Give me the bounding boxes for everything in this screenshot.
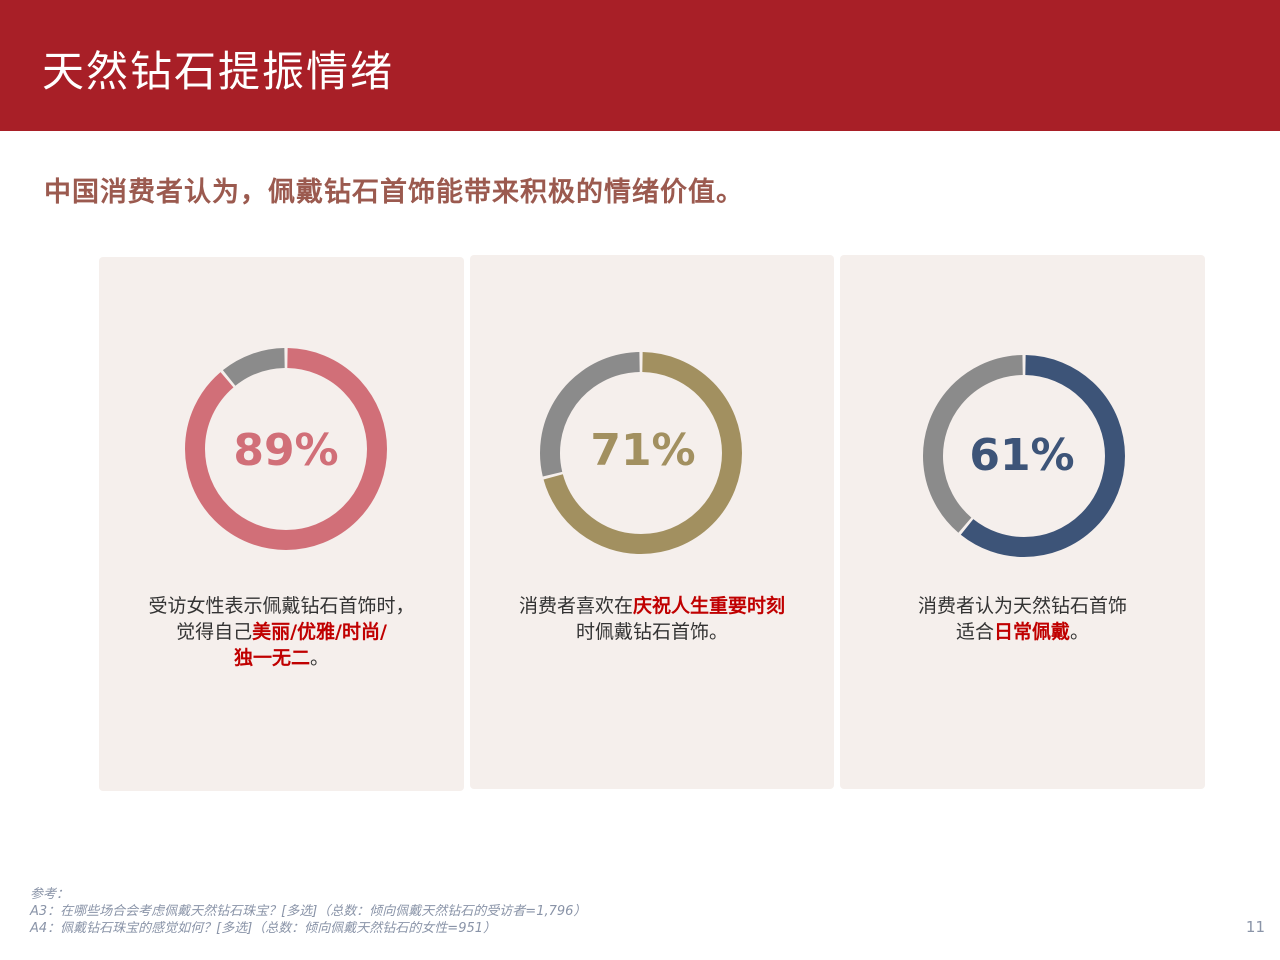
caption-3-line1: 消费者认为天然钻石首饰 (917, 595, 1127, 617)
caption-3-line2-end: 。 (1070, 621, 1090, 643)
caption-2-line2: 时佩戴钻石首饰。 (575, 621, 728, 643)
footnote-heading: 参考： (30, 887, 70, 902)
donut-value-2 (540, 352, 742, 554)
donut-label-1: 89% (233, 425, 338, 476)
donut-value-1 (185, 348, 387, 550)
caption-3: 消费者认为天然钻石首饰 适合日常佩戴。 (840, 593, 1205, 645)
footnote-a3: A3：在哪些场合会考虑佩戴天然钻石珠宝？[多选]（总数：倾向佩戴天然钻石的受访者… (30, 904, 587, 919)
caption-3-line2: 适合日常佩戴。 (840, 619, 1205, 645)
donut-value-3 (923, 355, 1125, 557)
page-number: 11 (1245, 918, 1265, 936)
footnote: 参考： A3：在哪些场合会考虑佩戴天然钻石珠宝？[多选]（总数：倾向佩戴天然钻石… (30, 886, 586, 937)
donut-svg-3: 61% (923, 355, 1125, 557)
caption-2-highlight: 庆祝人生重要时刻 (633, 595, 786, 617)
donut-chart-3: 61% (922, 354, 1126, 558)
footnote-a4: A4：佩戴钻石珠宝的感觉如何？[多选]（总数：倾向佩戴天然钻石的女性=951） (30, 921, 497, 936)
donut-chart-1: 89% (184, 347, 388, 551)
caption-1-line1: 受访女性表示佩戴钻石首饰时， (148, 595, 415, 617)
caption-1-line3-text: 。 (310, 647, 330, 669)
donut-svg-1: 89% (185, 348, 387, 550)
donut-remainder-2 (540, 352, 742, 554)
donut-label-3: 61% (969, 430, 1074, 481)
caption-1-highlight-a: 美丽/优雅/时尚/ (252, 621, 387, 643)
caption-2-line1: 消费者喜欢在庆祝人生重要时刻 (470, 593, 834, 619)
page-title: 天然钻石提振情绪 (42, 47, 395, 96)
header-bar: 天然钻石提振情绪 (0, 0, 1280, 131)
caption-1-line3: 独一无二。 (99, 645, 464, 671)
caption-1-line2-text: 觉得自己 (176, 621, 253, 643)
caption-2: 消费者喜欢在庆祝人生重要时刻 时佩戴钻石首饰。 (470, 593, 834, 645)
caption-3-highlight: 日常佩戴 (993, 621, 1070, 643)
stat-card-3: 61% 消费者认为天然钻石首饰 适合日常佩戴。 (840, 255, 1205, 789)
caption-1-highlight-b: 独一无二 (233, 647, 310, 669)
stat-card-2: 71% 消费者喜欢在庆祝人生重要时刻 时佩戴钻石首饰。 (470, 255, 834, 789)
caption-1: 受访女性表示佩戴钻石首饰时， 觉得自己美丽/优雅/时尚/ 独一无二。 (99, 593, 464, 671)
caption-1-line2: 觉得自己美丽/优雅/时尚/ (99, 619, 464, 645)
caption-3-line2-text: 适合 (955, 621, 994, 643)
donut-svg-2: 71% (540, 352, 742, 554)
caption-2-line1-text: 消费者喜欢在 (518, 595, 633, 617)
donut-chart-2: 71% (539, 351, 743, 555)
donut-label-2: 71% (590, 425, 695, 476)
donut-remainder-3 (923, 355, 1125, 557)
subtitle: 中国消费者认为，佩戴钻石首饰能带来积极的情绪价值。 (44, 177, 744, 208)
stat-card-1: 89% 受访女性表示佩戴钻石首饰时， 觉得自己美丽/优雅/时尚/ 独一无二。 (99, 257, 464, 791)
